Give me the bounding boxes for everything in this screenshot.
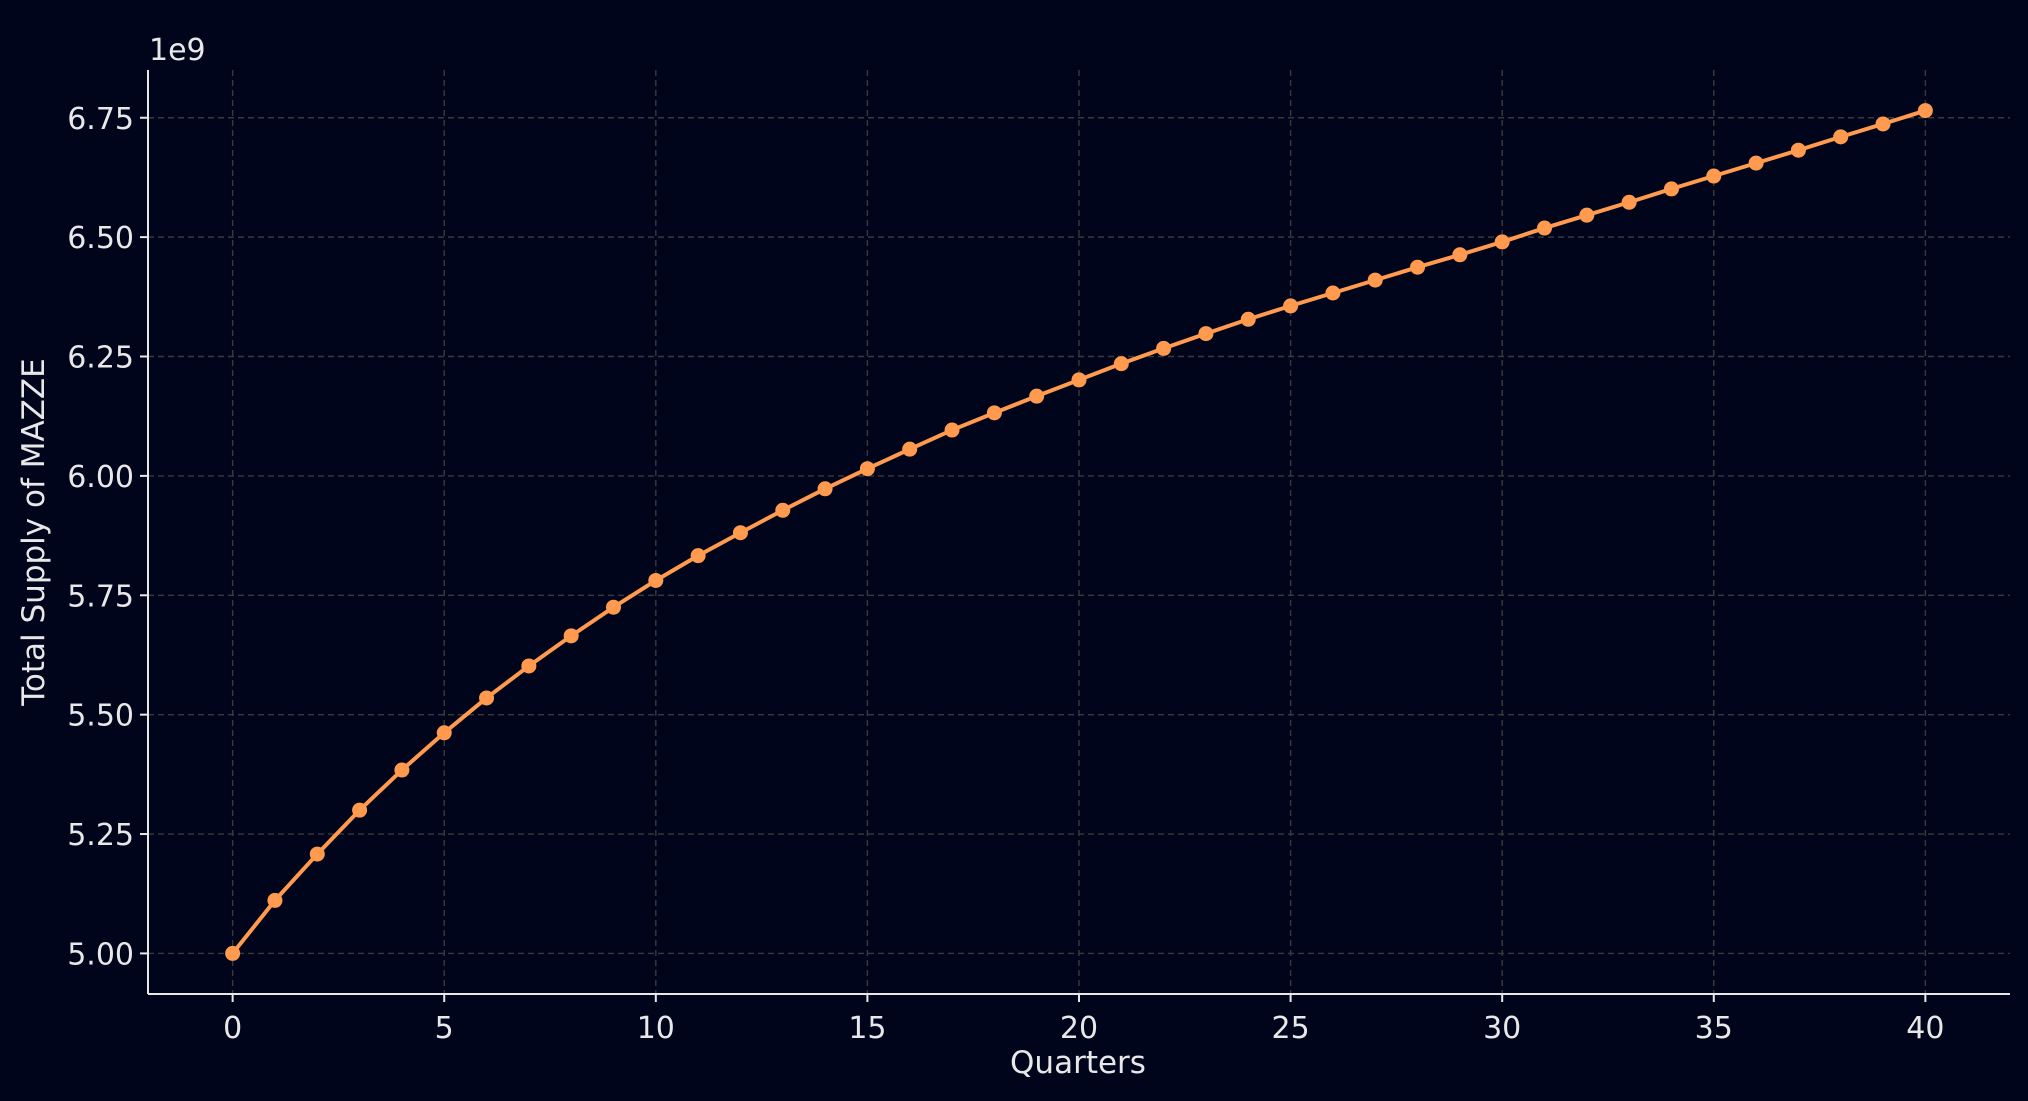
y-tick-label: 6.00 [67, 460, 134, 495]
data-point [394, 762, 410, 778]
data-point [352, 802, 368, 818]
data-point [1621, 194, 1637, 210]
data-point [690, 548, 706, 564]
data-point [775, 502, 791, 518]
x-axis-title: Quarters [1010, 1045, 1146, 1081]
data-point [1240, 311, 1256, 327]
x-tick-label: 25 [1271, 1011, 1309, 1046]
y-tick-label: 5.25 [67, 818, 134, 853]
y-tick-label: 6.25 [67, 341, 134, 376]
data-point [859, 461, 875, 477]
x-tick-label: 5 [435, 1011, 454, 1046]
y-tick-label: 5.75 [67, 579, 134, 614]
y-axis-ticks: 5.00 5.25 5.50 5.75 6.00 6.25 6.50 6.75 [67, 102, 148, 972]
data-point [521, 658, 537, 674]
data-point [1706, 168, 1722, 184]
data-point [986, 405, 1002, 421]
data-point [1071, 372, 1087, 388]
y-axis-title: Total Supply of MAZZE [16, 358, 52, 707]
data-point [817, 481, 833, 497]
data-point [479, 690, 495, 706]
data-point [1113, 356, 1129, 372]
data-point [436, 725, 452, 741]
data-point [732, 525, 748, 541]
x-tick-label: 0 [223, 1011, 242, 1046]
data-point [1748, 155, 1764, 171]
data-point [648, 572, 664, 588]
data-point [563, 628, 579, 644]
y-tick-label: 5.50 [67, 699, 134, 734]
x-tick-label: 20 [1060, 1011, 1098, 1046]
data-point [1156, 340, 1172, 356]
data-point [606, 599, 621, 615]
data-point [1579, 207, 1595, 223]
x-grid [231, 70, 1927, 994]
x-tick-label: 30 [1483, 1011, 1521, 1046]
data-point [1917, 103, 1933, 119]
data-point [309, 846, 325, 862]
data-point [902, 441, 918, 457]
data-point [1494, 234, 1510, 250]
data-point [1537, 220, 1552, 236]
x-tick-label: 10 [637, 1011, 675, 1046]
y-offset-label: 1e9 [149, 33, 206, 68]
data-point [1367, 272, 1383, 288]
x-axis-ticks: 0 5 10 15 20 25 30 35 40 [223, 994, 1944, 1046]
data-point [1198, 326, 1214, 342]
data-point [225, 945, 241, 961]
data-point [1875, 116, 1891, 132]
data-point [1283, 298, 1299, 314]
y-tick-label: 5.00 [67, 937, 134, 972]
data-point [1790, 142, 1806, 158]
y-grid [148, 117, 2010, 955]
y-tick-label: 6.75 [67, 102, 134, 137]
x-tick-label: 40 [1906, 1011, 1944, 1046]
data-point [944, 422, 960, 438]
data-point [1663, 181, 1679, 197]
x-tick-label: 35 [1695, 1011, 1733, 1046]
data-point [267, 892, 283, 908]
data-point [1325, 285, 1341, 301]
series-layer [225, 103, 1933, 961]
data-point [1833, 129, 1849, 145]
y-tick-label: 6.50 [67, 221, 134, 256]
x-tick-label: 15 [848, 1011, 886, 1046]
data-point [1410, 259, 1426, 275]
data-point [1452, 247, 1468, 263]
data-point [1029, 388, 1045, 404]
